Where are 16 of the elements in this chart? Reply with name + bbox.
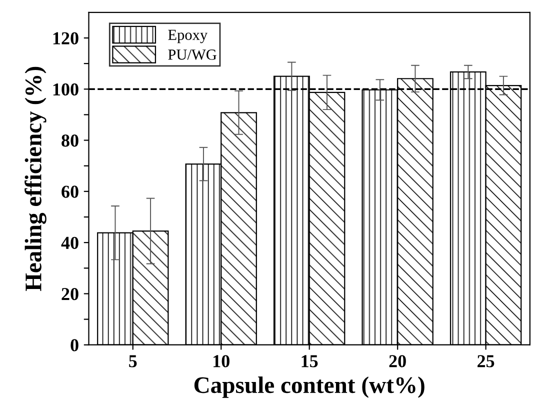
x-axis-title: Capsule content (wt%): [194, 376, 424, 398]
legend-label: Epoxy: [168, 30, 208, 44]
x-tick-label: 15: [302, 355, 318, 368]
y-axis-title: Healing efficiency (%): [24, 66, 46, 291]
y-tick-label: 120: [53, 32, 78, 44]
y-tick-label: 100: [53, 83, 78, 96]
x-tick-label: 25: [478, 355, 494, 368]
y-tick-label: 20: [62, 288, 78, 300]
y-tick-label: 0: [70, 339, 78, 352]
y-tick-label: 40: [61, 236, 78, 249]
x-tick-label: 20: [389, 355, 406, 368]
legend-label: PU/WG: [168, 50, 216, 60]
x-tick-label: 5: [129, 355, 137, 368]
y-tick-label: 60: [62, 186, 78, 198]
y-tick-label: 80: [62, 134, 78, 147]
x-tick-label: 10: [214, 355, 230, 368]
